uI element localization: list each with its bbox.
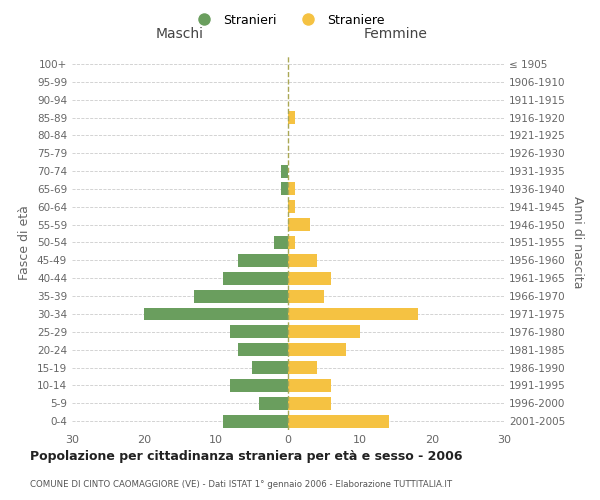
Y-axis label: Fasce di età: Fasce di età (19, 205, 31, 280)
Bar (288, 290, 324, 302)
Bar (288, 326, 360, 338)
Bar (288, 414, 389, 428)
Bar (288, 361, 317, 374)
Y-axis label: Anni di nascita: Anni di nascita (571, 196, 584, 289)
Bar (288, 218, 310, 231)
Bar (274, 236, 288, 249)
Legend: Stranieri, Straniere: Stranieri, Straniere (187, 9, 389, 32)
Bar (288, 397, 331, 409)
Bar (144, 308, 288, 320)
Text: COMUNE DI CINTO CAOMAGGIORE (VE) - Dati ISTAT 1° gennaio 2006 - Elaborazione TUT: COMUNE DI CINTO CAOMAGGIORE (VE) - Dati … (30, 480, 452, 489)
Text: Popolazione per cittadinanza straniera per età e sesso - 2006: Popolazione per cittadinanza straniera p… (30, 450, 463, 463)
Bar (281, 164, 288, 177)
Bar (194, 290, 288, 302)
Bar (281, 182, 288, 196)
Bar (288, 379, 331, 392)
Bar (223, 414, 288, 428)
Bar (288, 272, 331, 284)
Bar (288, 182, 295, 196)
Bar (223, 272, 288, 284)
Bar (288, 236, 295, 249)
Bar (288, 111, 295, 124)
Bar (238, 343, 288, 356)
Bar (288, 308, 418, 320)
Bar (230, 379, 288, 392)
Bar (230, 326, 288, 338)
Bar (288, 343, 346, 356)
Bar (238, 254, 288, 267)
Bar (259, 397, 288, 409)
Text: Maschi: Maschi (156, 26, 204, 40)
Bar (288, 200, 295, 213)
Bar (288, 254, 317, 267)
Bar (252, 361, 288, 374)
Text: Femmine: Femmine (364, 26, 428, 40)
